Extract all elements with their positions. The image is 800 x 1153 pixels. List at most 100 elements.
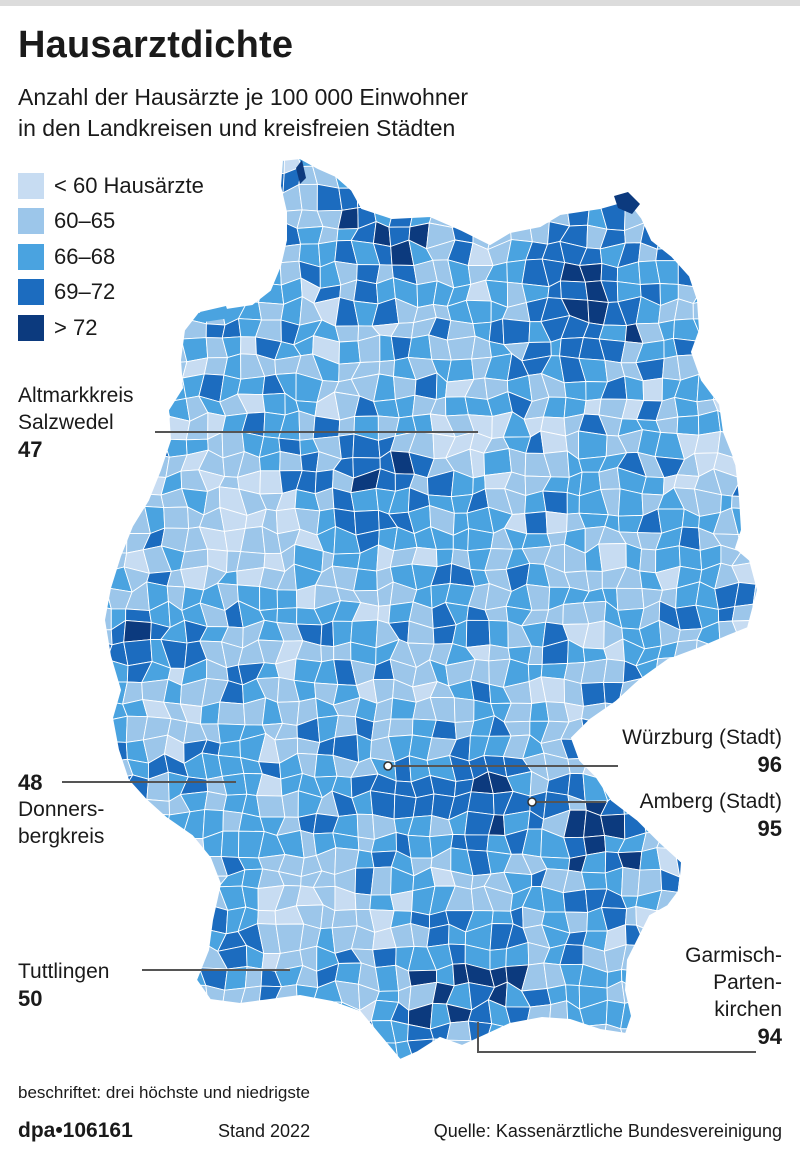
district-cell: [788, 913, 800, 932]
district-cell: [603, 681, 624, 706]
district-cell: [788, 185, 800, 211]
page-title: Hausarztdichte: [18, 24, 294, 66]
district-cell: [771, 204, 798, 227]
district-cell: [655, 1079, 683, 1106]
district-cell: [619, 1028, 647, 1048]
district-cell: [387, 718, 414, 738]
subtitle-line-1: Anzahl der Hausärzte je 100 000 Einwohne…: [18, 84, 469, 110]
legend-swatch: [18, 279, 44, 306]
district-cell: [218, 220, 245, 251]
district-cell: [446, 358, 475, 383]
district-cell: [522, 170, 552, 191]
district-cell: [202, 1018, 228, 1046]
district-cell: [654, 1057, 683, 1060]
district-cell: [393, 182, 415, 210]
district-cell: [676, 1079, 702, 1106]
callout-garmisch-name-2: Parten-: [713, 971, 782, 994]
district-cell: [123, 836, 152, 850]
district-cell: [160, 836, 189, 858]
district-cell: [390, 1059, 415, 1060]
district-cell: [465, 619, 491, 649]
legend-swatch: [18, 243, 44, 270]
district-cell: [104, 524, 108, 554]
district-cell: [795, 147, 800, 168]
district-cell: [788, 168, 800, 193]
district-cell: [338, 415, 356, 437]
district-cell: [311, 158, 340, 167]
district-cell: [186, 158, 209, 167]
district-cell: [602, 1080, 625, 1106]
district-cell: [109, 904, 129, 929]
district-cell: [697, 247, 721, 268]
district-cell: [753, 280, 758, 305]
district-cell: [235, 183, 262, 203]
district-cell: [104, 904, 113, 934]
district-cell: [793, 605, 800, 630]
sylt-island: [296, 160, 306, 184]
district-cell: [790, 778, 800, 795]
district-cell: [453, 697, 475, 723]
district-cell: [391, 1079, 414, 1103]
district-cell: [754, 438, 758, 456]
district-cell: [778, 565, 793, 591]
district-cell: [769, 682, 798, 706]
legend-swatch: [18, 172, 44, 199]
district-cell: [769, 627, 793, 647]
district-cell: [374, 964, 400, 992]
district-cell: [719, 1058, 742, 1060]
district-cell: [179, 1042, 210, 1060]
district-cell: [777, 526, 799, 553]
district-cell: [711, 204, 742, 231]
district-cell: [694, 660, 718, 684]
district-cell: [789, 753, 800, 781]
district-cell: [524, 1062, 546, 1082]
district-cell: [542, 490, 568, 515]
district-cell: [712, 375, 735, 401]
callout-markers: [383, 761, 537, 807]
callout-salzwedel-value: 47: [18, 437, 43, 462]
district-cell: [677, 246, 700, 266]
district-cell: [581, 717, 608, 741]
district-cell: [656, 221, 684, 250]
district-cell: [772, 591, 797, 605]
district-cell: [678, 680, 703, 707]
district-cell: [509, 1027, 529, 1047]
district-cell: [693, 679, 713, 707]
district-cell: [426, 1056, 451, 1060]
district-cell: [146, 904, 169, 929]
district-cell: [125, 904, 149, 929]
district-cell: [636, 999, 663, 1030]
district-cell: [523, 1045, 548, 1060]
district-cell: [778, 472, 795, 494]
district-cell: [140, 372, 171, 403]
district-cell: [451, 210, 475, 228]
district-cell: [104, 466, 131, 492]
district-cell: [602, 1062, 623, 1081]
district-cell: [753, 259, 758, 285]
district-cell: [715, 296, 741, 320]
district-cell: [412, 793, 435, 818]
district-cell: [790, 868, 800, 892]
district-cell: [750, 375, 758, 393]
district-cell: [640, 1057, 660, 1060]
district-cell: [259, 470, 283, 495]
district-cell: [730, 353, 758, 383]
district-cell: [445, 396, 469, 417]
district-cell: [694, 430, 722, 454]
district-cell: [160, 856, 189, 872]
district-cell: [769, 265, 797, 287]
district-cell: [463, 158, 492, 175]
district-cell: [446, 158, 474, 175]
district-cell: [180, 565, 209, 591]
district-cell: [162, 1039, 192, 1060]
district-cell: [395, 158, 418, 167]
district-cell: [583, 398, 602, 416]
district-cell: [697, 220, 722, 250]
district-cell: [715, 315, 736, 345]
district-cell: [104, 697, 113, 722]
callout-amberg-name: Amberg (Stadt): [639, 790, 782, 813]
district-cell: [372, 182, 398, 208]
district-cell: [789, 620, 800, 646]
district-cell: [356, 813, 375, 840]
district-cell: [658, 947, 683, 968]
